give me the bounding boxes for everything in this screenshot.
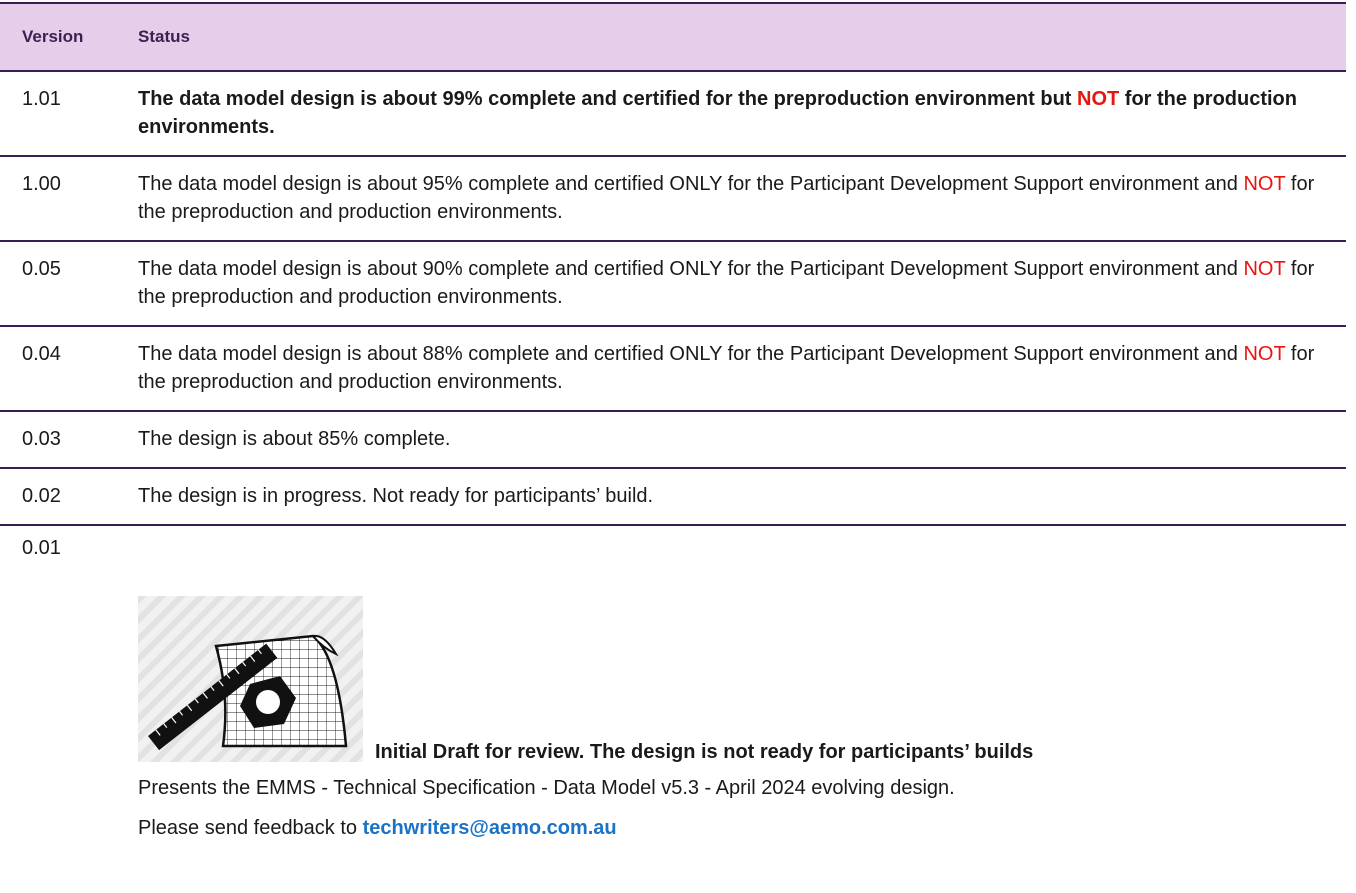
status-text: The design is in progress. Not ready for… xyxy=(138,485,654,507)
header-cell: Status xyxy=(138,27,190,46)
status-text: for the preproduction and production env… xyxy=(138,258,1315,308)
status-cell: The data model design is about 95% compl… xyxy=(138,170,1318,226)
status-text: The data model design is about 88% compl… xyxy=(138,343,1244,365)
highlight-text: NOT xyxy=(1077,88,1120,110)
feedback-text: Please send feedback to xyxy=(138,817,363,839)
status-text: for the preproduction and production env… xyxy=(138,173,1315,223)
status-cell: The design is about 85% complete. xyxy=(138,425,1318,453)
note: Presents the EMMS - Technical Specificat… xyxy=(138,777,955,799)
header-row: Version Status xyxy=(0,2,1346,72)
highlight-text: NOT xyxy=(1243,173,1286,195)
status-cell: The data model design is about 99% compl… xyxy=(138,85,1318,141)
header-cell: Version xyxy=(22,27,84,46)
email-link[interactable]: techwriters@aemo.com.au xyxy=(362,817,617,839)
revision-table: Version Status 1.01 The data model design… xyxy=(0,2,1346,842)
row-body: 0.01 xyxy=(0,534,1346,842)
image-line: Initial Draft for review. The design is … xyxy=(138,596,1318,763)
table-row: 0.01 xyxy=(0,526,1346,842)
table-row: 0.05 The data model design is about 90% c… xyxy=(0,242,1346,327)
highlight-text: NOT xyxy=(1243,258,1286,280)
draft-caption: Initial Draft for review. The design is … xyxy=(375,741,1034,763)
status-text: The data model design is about 90% compl… xyxy=(138,258,1244,280)
feedback: Please send feedback to techwriters@aemo… xyxy=(138,814,1318,842)
table-row: 1.00 The data model design is about 95% c… xyxy=(0,157,1346,242)
version-cell: 1.01 xyxy=(22,88,61,110)
version-cell: 0.02 xyxy=(22,485,61,507)
status-cell: The design is in progress. Not ready for… xyxy=(138,482,1318,510)
draft-icon xyxy=(138,596,363,762)
status-cell: Initial Draft for review. The design is … xyxy=(138,534,1318,842)
rows: 1.01 The data model design is about 99% c… xyxy=(0,72,1346,526)
version-cell: 0.03 xyxy=(22,428,61,450)
status-text: The design is about 85% complete. xyxy=(138,428,451,450)
highlight-text: NOT xyxy=(1243,343,1286,365)
status-cell: The data model design is about 90% compl… xyxy=(138,255,1318,311)
version-cell: 0.05 xyxy=(22,258,61,280)
status-text: for the production environments. xyxy=(138,88,1297,138)
table-row: 0.02 The design is in progress. Not ready… xyxy=(0,469,1346,526)
table-row: 0.04 The data model design is about 88% c… xyxy=(0,327,1346,412)
table-row: 0.03 The design is about 85% complete. xyxy=(0,412,1346,469)
table-row: 1.01 The data model design is about 99% c… xyxy=(0,72,1346,157)
status-text: The data model design is about 95% compl… xyxy=(138,173,1244,195)
status-cell: The data model design is about 88% compl… xyxy=(138,340,1318,396)
status-text: The data model design is about 99% compl… xyxy=(138,88,1078,110)
version-cell: 0.01 xyxy=(22,537,61,559)
status-text: for the preproduction and production env… xyxy=(138,343,1315,393)
version-cell: 0.04 xyxy=(22,343,61,365)
version-cell: 1.00 xyxy=(22,173,61,195)
